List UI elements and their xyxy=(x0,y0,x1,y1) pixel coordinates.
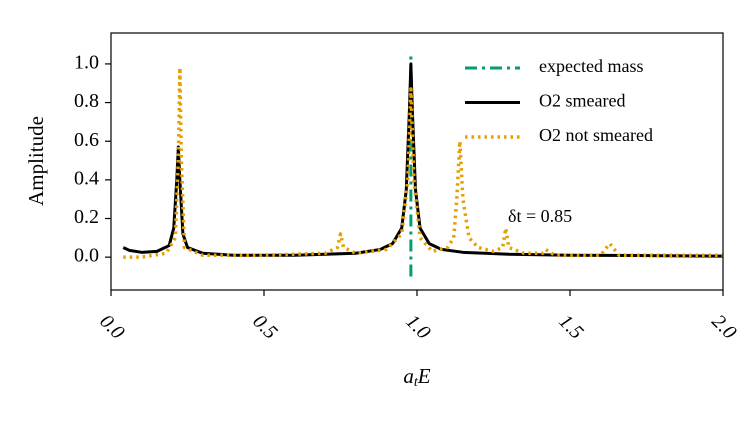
x-label-part: E xyxy=(417,364,431,388)
x-label-part: a xyxy=(403,364,414,388)
legend-label: O2 smeared xyxy=(539,91,625,111)
data-line xyxy=(123,66,723,259)
y-tick-label: 0.4 xyxy=(74,167,99,189)
x-tick-label: 1.0 xyxy=(401,310,434,343)
x-tick-label: 0.5 xyxy=(248,310,281,343)
legend-label: O2 not smeared xyxy=(539,125,653,145)
x-axis-label: atE xyxy=(403,364,430,390)
annotation: δt = 0.85 xyxy=(508,206,572,226)
x-tick-label: 0.0 xyxy=(95,310,128,343)
y-tick-label: 0.0 xyxy=(74,245,99,267)
x-tick-label: 2.0 xyxy=(707,310,740,343)
y-tick-label: 0.8 xyxy=(74,90,99,112)
data-line xyxy=(122,62,724,258)
y-axis-label: Amplitude xyxy=(24,116,48,206)
y-tick-label: 0.2 xyxy=(74,206,99,228)
x-tick-label: 1.5 xyxy=(554,310,587,343)
x-label-sub: t xyxy=(414,375,419,390)
y-tick-label: 0.6 xyxy=(74,129,99,151)
plot-frame xyxy=(110,32,724,291)
legend-label: expected mass xyxy=(539,56,643,76)
y-tick-label: 1.0 xyxy=(74,52,99,74)
